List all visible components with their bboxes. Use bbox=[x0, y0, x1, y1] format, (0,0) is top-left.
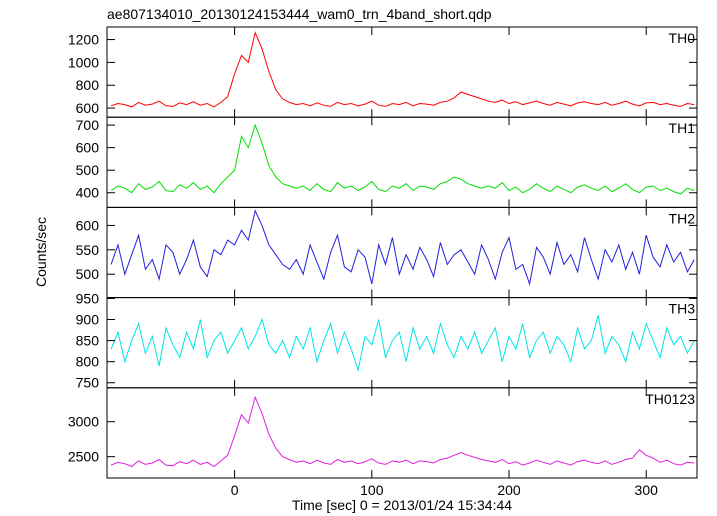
y-tick-label: 600 bbox=[76, 217, 100, 233]
y-tick-label: 500 bbox=[76, 162, 100, 178]
x-axis-label: Time [sec] 0 = 2013/01/24 15:34:44 bbox=[292, 497, 512, 513]
y-tick-label: 800 bbox=[76, 77, 100, 93]
light-curve bbox=[110, 315, 695, 373]
y-tick-label: 700 bbox=[76, 117, 100, 133]
panel-frame bbox=[106, 206, 698, 299]
panel-label: TH0 bbox=[669, 30, 696, 46]
y-tick-label: 550 bbox=[76, 242, 100, 258]
light-curve bbox=[110, 31, 695, 108]
panel-frame bbox=[106, 387, 698, 479]
y-tick-label: 750 bbox=[76, 375, 100, 391]
y-tick-label: 3000 bbox=[68, 414, 99, 430]
y-tick-label: 1000 bbox=[68, 54, 99, 70]
y-tick-label: 900 bbox=[76, 312, 100, 328]
light-curve bbox=[110, 123, 695, 195]
y-tick-label: 2500 bbox=[68, 449, 99, 465]
panel-label: TH2 bbox=[669, 210, 696, 226]
light-curve bbox=[110, 395, 695, 468]
panel-frame bbox=[106, 116, 698, 208]
y-tick-label: 950 bbox=[76, 290, 100, 306]
y-axis-label: Counts/sec bbox=[33, 217, 49, 287]
y-tick-label: 600 bbox=[76, 100, 100, 116]
panel-label: TH0123 bbox=[645, 391, 695, 407]
chart-title: ae807134010_20130124153444_wam0_trn_4ban… bbox=[107, 6, 492, 22]
x-tick-label: 0 bbox=[231, 482, 239, 498]
panel-label: TH3 bbox=[669, 301, 696, 317]
y-tick-label: 500 bbox=[76, 266, 100, 282]
panel-label: TH1 bbox=[669, 120, 696, 136]
y-tick-label: 850 bbox=[76, 333, 100, 349]
x-tick-label: 100 bbox=[360, 482, 384, 498]
y-tick-label: 800 bbox=[76, 354, 100, 370]
y-tick-label: 600 bbox=[76, 140, 100, 156]
x-tick-label: 200 bbox=[497, 482, 521, 498]
x-tick-label: 300 bbox=[635, 482, 659, 498]
light-curve bbox=[110, 209, 695, 286]
y-tick-label: 400 bbox=[76, 185, 100, 201]
y-tick-label: 1200 bbox=[68, 32, 99, 48]
